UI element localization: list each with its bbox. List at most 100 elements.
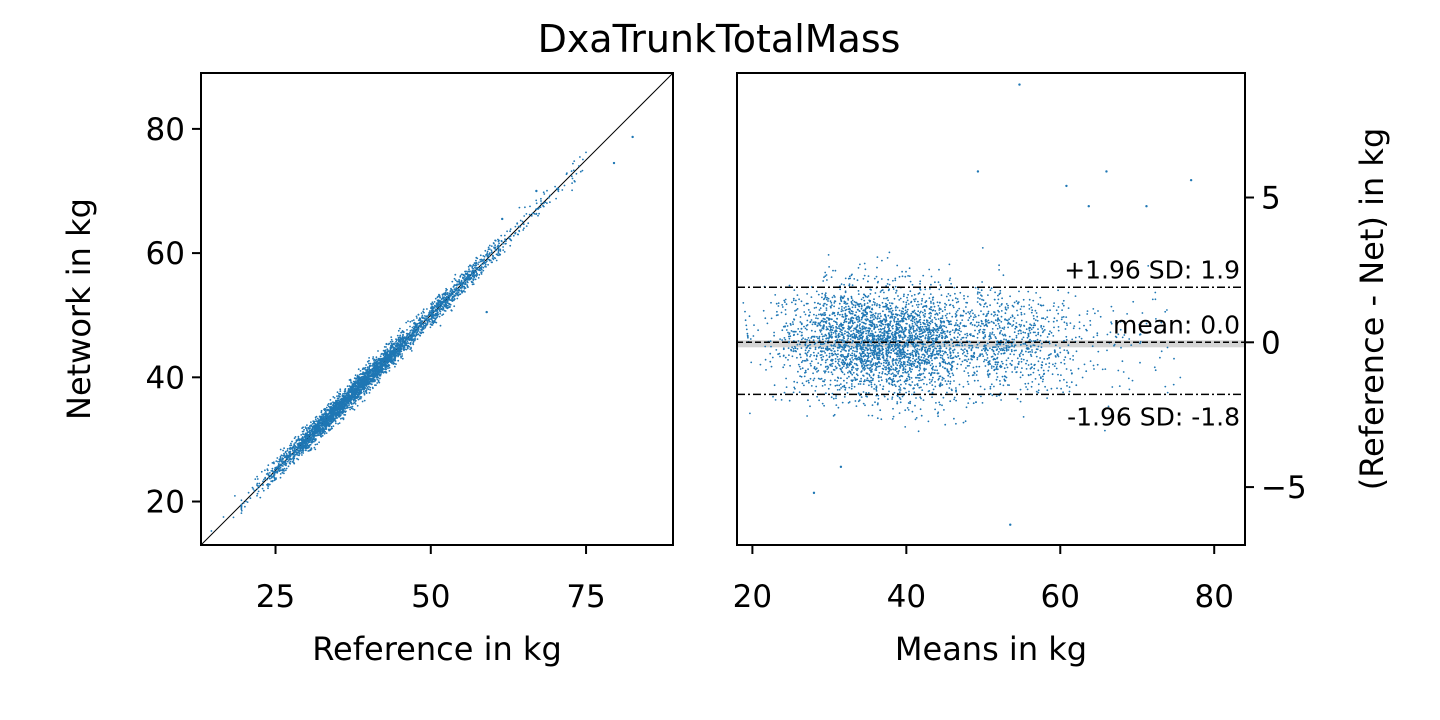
right-data-point bbox=[977, 297, 979, 299]
left-data-point bbox=[470, 273, 473, 276]
left-data-point bbox=[341, 417, 344, 419]
left-data-point bbox=[267, 487, 269, 490]
right-data-point bbox=[1127, 377, 1130, 380]
left-data-point bbox=[366, 366, 369, 369]
left-data-point bbox=[458, 293, 460, 296]
left-data-point bbox=[369, 389, 372, 391]
left-data-point bbox=[342, 417, 345, 420]
right-data-point bbox=[801, 382, 804, 385]
left-data-point bbox=[337, 411, 339, 413]
left-data-point bbox=[372, 372, 375, 375]
left-data-point bbox=[382, 371, 385, 374]
right-data-point bbox=[992, 365, 995, 368]
left-data-point bbox=[384, 371, 387, 373]
left-data-point bbox=[267, 472, 269, 475]
left-data-point bbox=[297, 451, 300, 454]
right-data-point bbox=[1063, 359, 1066, 361]
right-data-point bbox=[843, 332, 846, 335]
right-data-point bbox=[904, 383, 907, 385]
right-data-point bbox=[801, 367, 804, 370]
left-data-point bbox=[281, 458, 284, 461]
left-data-point bbox=[497, 252, 500, 254]
left-y-tick-label: 40 bbox=[146, 360, 185, 396]
left-data-point bbox=[432, 302, 435, 305]
left-data-point bbox=[326, 418, 329, 421]
left-y-tick-label: 80 bbox=[146, 112, 185, 148]
left-data-point bbox=[461, 291, 463, 294]
left-data-point bbox=[361, 368, 364, 371]
left-data-point bbox=[335, 414, 338, 416]
left-data-point bbox=[352, 380, 355, 383]
left-data-point bbox=[350, 381, 353, 384]
left-data-point bbox=[315, 424, 317, 427]
left-data-point bbox=[267, 476, 270, 479]
left-data-point bbox=[308, 431, 310, 433]
left-data-point bbox=[448, 292, 451, 295]
left-data-point bbox=[509, 235, 512, 238]
right-data-point bbox=[987, 294, 989, 296]
left-data-point bbox=[472, 279, 475, 281]
right-data-point bbox=[989, 304, 991, 307]
left-data-point bbox=[410, 333, 412, 336]
left-data-point bbox=[345, 410, 347, 413]
left-data-point bbox=[346, 394, 349, 397]
left-data-point bbox=[430, 303, 433, 306]
left-data-point bbox=[394, 352, 396, 355]
right-data-point bbox=[852, 349, 854, 352]
left-data-point bbox=[411, 320, 413, 322]
right-data-point bbox=[779, 355, 781, 358]
right-data-point bbox=[853, 321, 856, 324]
left-data-point bbox=[572, 169, 575, 172]
left-data-point bbox=[296, 443, 299, 445]
left-data-point bbox=[282, 454, 284, 457]
right-data-point bbox=[1021, 374, 1024, 377]
left-data-point bbox=[269, 475, 272, 478]
right-data-point bbox=[860, 318, 863, 321]
left-data-point bbox=[383, 352, 386, 354]
left-data-point bbox=[368, 385, 370, 388]
left-data-point bbox=[492, 242, 495, 244]
left-data-point bbox=[499, 249, 501, 251]
left-data-point bbox=[454, 273, 457, 276]
left-data-point bbox=[279, 463, 282, 466]
right-data-point bbox=[1097, 310, 1099, 312]
left-data-point bbox=[446, 293, 449, 296]
left-data-point bbox=[276, 466, 278, 469]
left-data-point bbox=[480, 268, 483, 271]
left-data-point bbox=[427, 313, 430, 316]
left-data-point bbox=[518, 230, 521, 233]
left-data-point bbox=[478, 273, 481, 276]
right-data-point bbox=[744, 319, 747, 322]
left-data-point bbox=[410, 350, 413, 352]
left-data-point bbox=[500, 240, 503, 243]
left-data-point bbox=[379, 358, 382, 361]
right-data-point bbox=[906, 346, 909, 348]
left-data-point bbox=[349, 378, 352, 381]
left-data-point bbox=[345, 404, 348, 406]
left-data-point bbox=[283, 461, 286, 463]
left-data-point bbox=[279, 473, 282, 475]
left-data-point bbox=[400, 340, 402, 343]
left-data-point bbox=[480, 271, 483, 273]
left-data-point bbox=[414, 337, 416, 340]
right-data-point bbox=[952, 360, 955, 363]
left-data-point bbox=[302, 452, 305, 454]
left-data-point bbox=[275, 460, 278, 462]
left-data-point bbox=[279, 469, 282, 472]
left-data-point bbox=[497, 249, 500, 252]
right-data-point bbox=[846, 392, 849, 394]
left-data-point bbox=[372, 357, 374, 360]
left-data-point bbox=[240, 505, 243, 508]
left-data-point bbox=[446, 292, 449, 294]
left-data-point bbox=[332, 416, 335, 419]
left-data-point bbox=[339, 388, 342, 391]
left-data-point bbox=[344, 402, 346, 405]
right-data-point bbox=[854, 350, 856, 353]
left-data-point bbox=[409, 325, 411, 328]
left-data-point bbox=[367, 383, 369, 385]
left-data-point bbox=[364, 375, 366, 378]
left-data-point bbox=[324, 418, 327, 420]
left-data-point bbox=[509, 230, 511, 233]
left-data-point bbox=[314, 448, 317, 451]
left-data-point bbox=[345, 400, 348, 403]
